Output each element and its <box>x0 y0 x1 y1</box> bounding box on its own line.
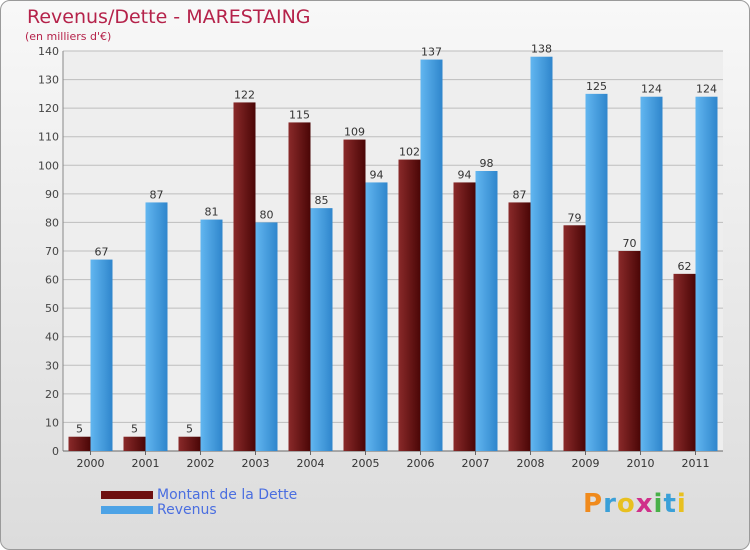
data-label-revenus-2002: 81 <box>205 206 219 219</box>
y-tick-label: 10 <box>45 416 59 429</box>
bar-revenus-2003 <box>255 222 278 451</box>
y-tick-label: 100 <box>38 159 59 172</box>
bar-revenus-2009 <box>585 93 608 451</box>
logo-letter: i <box>676 489 687 519</box>
bar-revenus-2007 <box>475 171 498 451</box>
data-label-dette-2009: 79 <box>568 211 582 224</box>
x-tick-label: 2010 <box>627 457 655 470</box>
x-tick-label: 2009 <box>572 457 600 470</box>
bar-dette-2004 <box>288 122 311 451</box>
data-label-revenus-2007: 98 <box>480 157 494 170</box>
logo-letter: t <box>663 489 677 519</box>
data-label-dette-2010: 70 <box>623 237 637 250</box>
y-tick-label: 110 <box>38 131 59 144</box>
x-tick-label: 2004 <box>297 457 325 470</box>
y-tick-label: 50 <box>45 302 59 315</box>
data-label-revenus-2004: 85 <box>315 194 329 207</box>
data-label-dette-2002: 5 <box>186 423 193 436</box>
bar-dette-2005 <box>343 139 366 452</box>
data-label-dette-2003: 122 <box>234 88 255 101</box>
data-label-revenus-2010: 124 <box>641 83 662 96</box>
data-label-revenus-2005: 94 <box>370 168 384 181</box>
y-tick-label: 20 <box>45 388 59 401</box>
x-tick-label: 2002 <box>187 457 215 470</box>
bar-dette-2006 <box>398 159 421 452</box>
bar-dette-2010 <box>618 251 641 451</box>
y-tick-label: 80 <box>45 216 59 229</box>
bar-dette-2007 <box>453 182 476 451</box>
bar-revenus-2001 <box>145 202 168 451</box>
bar-revenus-2002 <box>200 219 223 451</box>
legend-swatch-dette <box>101 490 153 499</box>
bar-dette-2009 <box>563 225 586 451</box>
bar-dette-2008 <box>508 202 531 451</box>
bar-dette-2011 <box>673 273 696 451</box>
bar-dette-2002 <box>178 436 201 451</box>
x-tick-label: 2011 <box>682 457 710 470</box>
legend-item-revenus: Revenus <box>101 501 297 518</box>
logo-letter: r <box>603 489 617 519</box>
data-label-dette-2006: 102 <box>399 146 420 159</box>
y-tick-label: 30 <box>45 359 59 372</box>
data-label-revenus-2001: 87 <box>150 188 164 201</box>
y-tick-label: 0 <box>52 445 59 458</box>
x-tick-label: 2008 <box>517 457 545 470</box>
y-tick-label: 60 <box>45 274 59 287</box>
y-tick-label: 140 <box>38 45 59 58</box>
x-tick-label: 2000 <box>77 457 105 470</box>
data-label-revenus-2000: 67 <box>95 246 109 259</box>
bar-revenus-2010 <box>640 96 663 451</box>
bar-dette-2000 <box>68 436 91 451</box>
bar-revenus-2005 <box>365 182 388 451</box>
data-label-dette-2007: 94 <box>458 168 472 181</box>
logo-letter: P <box>583 489 604 519</box>
legend-swatch-revenus <box>101 505 153 514</box>
data-label-revenus-2009: 125 <box>586 80 607 93</box>
data-label-revenus-2006: 137 <box>421 46 442 59</box>
data-label-dette-2008: 87 <box>513 188 527 201</box>
bar-revenus-2008 <box>530 56 553 451</box>
bar-revenus-2004 <box>310 208 333 451</box>
legend-label-dette: Montant de la Dette <box>157 486 298 503</box>
x-tick-label: 2005 <box>352 457 380 470</box>
y-tick-label: 70 <box>45 245 59 258</box>
legend: Montant de la Dette Revenus <box>101 486 298 518</box>
y-tick-label: 130 <box>38 74 59 87</box>
chart-title: Revenus/Dette - MARESTAING <box>27 6 311 28</box>
y-tick-label: 40 <box>45 331 59 344</box>
logo-letter: o <box>616 489 636 519</box>
bar-dette-2001 <box>123 436 146 451</box>
bar-revenus-2011 <box>695 96 718 451</box>
x-tick-label: 2003 <box>242 457 270 470</box>
bar-revenus-2006 <box>420 59 443 451</box>
y-tick-label: 120 <box>38 102 59 115</box>
data-label-revenus-2011: 124 <box>696 83 717 96</box>
bar-revenus-2000 <box>90 259 113 451</box>
chart-subtitle: (en milliers d'€) <box>25 30 112 43</box>
x-tick-label: 2006 <box>407 457 435 470</box>
bar-dette-2003 <box>233 102 256 451</box>
data-label-dette-2011: 62 <box>678 260 692 273</box>
data-label-revenus-2003: 80 <box>260 208 274 221</box>
logo-letter: x <box>635 489 654 519</box>
logo-letter: i <box>653 489 664 519</box>
data-label-revenus-2008: 138 <box>531 43 552 56</box>
data-label-dette-2004: 115 <box>289 108 310 121</box>
legend-label-revenus: Revenus <box>157 501 217 518</box>
x-tick-label: 2001 <box>132 457 160 470</box>
y-tick-label: 90 <box>45 188 59 201</box>
data-label-dette-2005: 109 <box>344 126 365 139</box>
x-tick-label: 2007 <box>462 457 490 470</box>
data-label-dette-2000: 5 <box>76 423 83 436</box>
proxiti-logo: Proxiti <box>583 489 687 519</box>
legend-item-dette: Montant de la Dette <box>101 486 298 503</box>
data-label-dette-2001: 5 <box>131 423 138 436</box>
